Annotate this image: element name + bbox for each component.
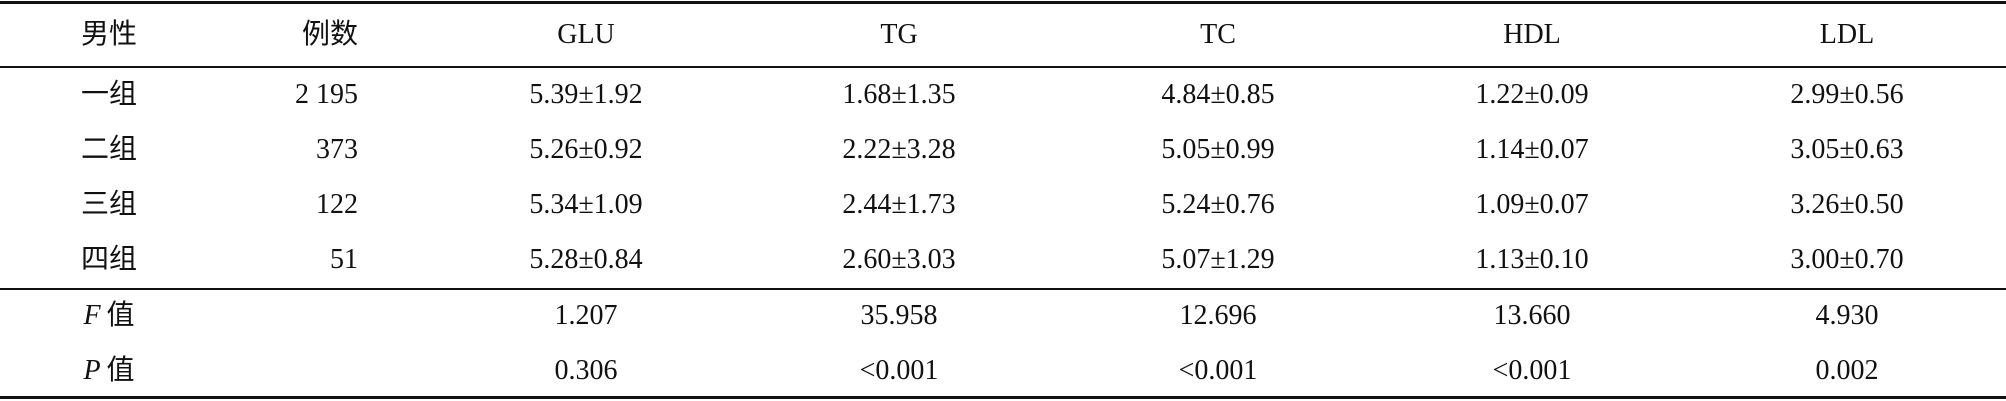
row-label: 二组	[80, 134, 138, 165]
header-cell: GLU	[557, 19, 615, 50]
stat-symbol: P	[83, 355, 101, 386]
stat-value: 12.696	[1179, 300, 1257, 331]
stat-value: <0.001	[1178, 355, 1258, 386]
header-cell: TC	[1200, 19, 1236, 50]
stat-value: <0.001	[859, 355, 939, 386]
stat-value: 0.002	[1815, 355, 1879, 386]
header-rule	[0, 66, 2006, 68]
stat-value: 0.306	[554, 355, 618, 386]
header-cell: 例数	[301, 19, 358, 50]
table-cell: 373	[316, 134, 358, 165]
table-cell: 3.26±0.50	[1790, 189, 1904, 220]
table-cell: 1.14±0.07	[1475, 134, 1589, 165]
table-cell: 2.44±1.73	[842, 189, 956, 220]
stat-value: 13.660	[1493, 300, 1571, 331]
table-cell: 5.34±1.09	[529, 189, 643, 220]
table-cell: 2.60±3.03	[842, 244, 956, 275]
table-cell: 2.99±0.56	[1790, 79, 1904, 110]
top-rule	[0, 1, 2006, 4]
header-cell: TG	[880, 19, 918, 50]
row-label: 三组	[80, 189, 138, 220]
table-cell: 5.07±1.29	[1161, 244, 1275, 275]
table-cell: 51	[330, 244, 358, 275]
table-cell: 122	[316, 189, 358, 220]
stat-value: <0.001	[1492, 355, 1572, 386]
table-cell: 5.39±1.92	[529, 79, 643, 110]
bottom-rule	[0, 396, 2006, 399]
stats-rule	[0, 288, 2006, 290]
header-cell: 男性	[80, 19, 138, 50]
stat-symbol: F	[83, 300, 101, 331]
row-label: 一组	[80, 79, 138, 110]
table-cell: 2.22±3.28	[842, 134, 956, 165]
table-cell: 1.13±0.10	[1475, 244, 1589, 275]
table-cell: 3.05±0.63	[1790, 134, 1904, 165]
stat-name: 值	[106, 355, 135, 386]
table-cell: 5.26±0.92	[529, 134, 643, 165]
table-cell: 1.68±1.35	[842, 79, 956, 110]
table-cell: 5.28±0.84	[529, 244, 643, 275]
table-cell: 4.84±0.85	[1161, 79, 1275, 110]
stat-value: 35.958	[860, 300, 938, 331]
row-label: 四组	[80, 244, 138, 275]
table-cell: 3.00±0.70	[1790, 244, 1904, 275]
stat-value: 1.207	[554, 300, 618, 331]
header-cell: LDL	[1819, 19, 1875, 50]
table-cell: 2 195	[295, 79, 358, 110]
stat-value: 4.930	[1815, 300, 1879, 331]
table-cell: 1.09±0.07	[1475, 189, 1589, 220]
header-cell: HDL	[1503, 19, 1561, 50]
table-cell: 5.24±0.76	[1161, 189, 1275, 220]
table-cell: 5.05±0.99	[1161, 134, 1275, 165]
stat-name: 值	[106, 300, 135, 331]
table-cell: 1.22±0.09	[1475, 79, 1589, 110]
